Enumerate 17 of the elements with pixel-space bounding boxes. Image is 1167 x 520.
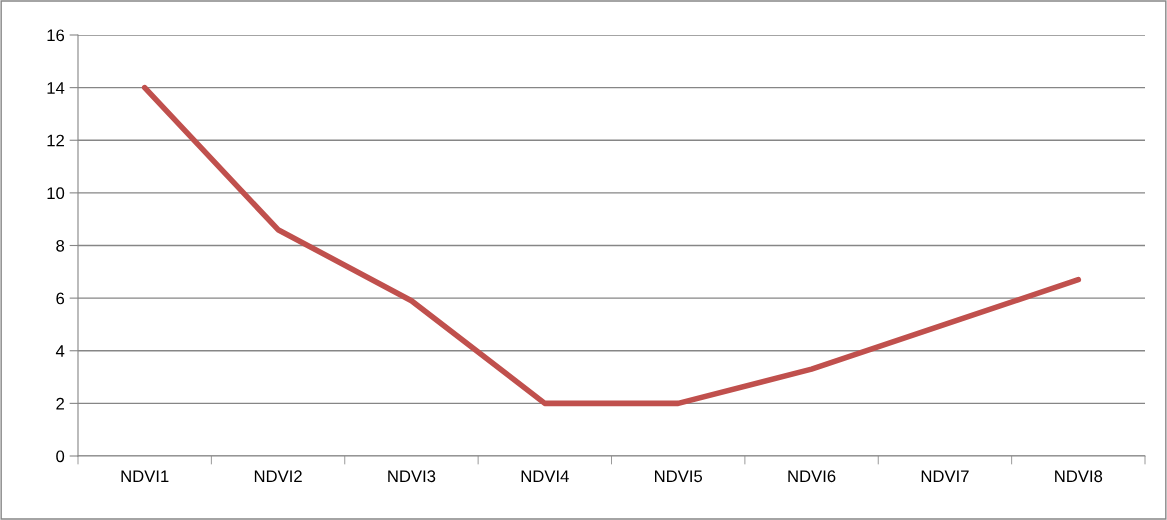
y-tick-label: 12 [47, 134, 64, 147]
y-tick-label: 4 [55, 345, 65, 357]
y-tick-label: 14 [47, 82, 65, 94]
y-tick-label: 6 [56, 292, 65, 305]
x-tick-label: NDVI7 [921, 470, 969, 482]
x-tick-label: NDVI2 [254, 470, 302, 482]
x-tick-label: NDVI8 [1055, 470, 1103, 483]
x-tick-label: NDVI4 [521, 470, 569, 482]
y-tick-label: 10 [47, 187, 65, 200]
y-tick-label: 0 [56, 450, 65, 463]
x-tick-label: NDVI1 [121, 470, 169, 482]
y-tick-label: 16 [47, 29, 65, 42]
x-tick-label: NDVI6 [788, 470, 836, 483]
y-tick-label: 8 [56, 239, 65, 252]
x-tick-label: NDVI5 [655, 470, 703, 483]
x-tick-label: NDVI3 [388, 470, 436, 483]
y-tick-label: 2 [56, 397, 64, 410]
